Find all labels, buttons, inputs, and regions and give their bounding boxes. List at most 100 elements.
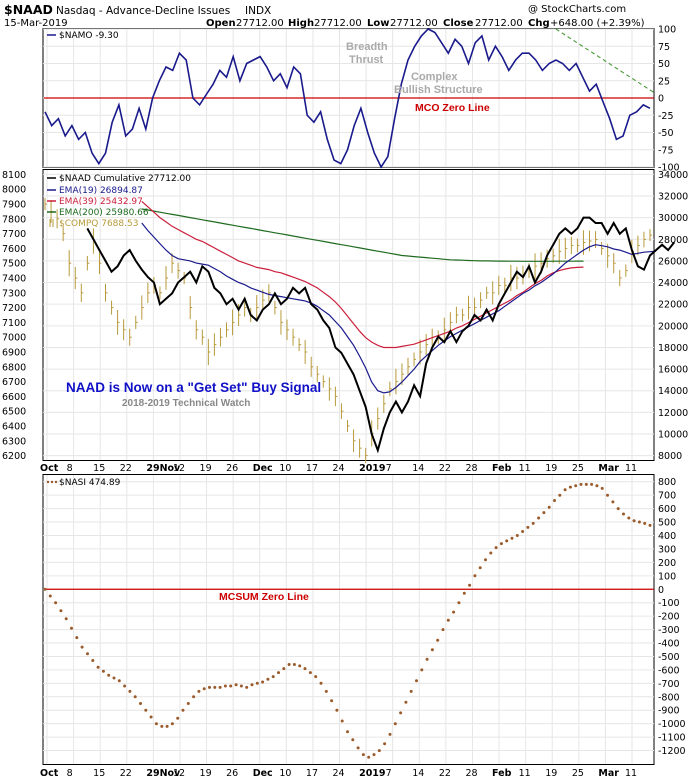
naad-right-ytick-label: 24000: [658, 278, 688, 289]
nasi-point: [616, 507, 620, 511]
nasi-ytick-label: -200: [658, 612, 680, 623]
naad-xtick-label: 19: [545, 463, 557, 474]
naad-xtick-label: 19: [200, 463, 212, 474]
naad-xtick-label: 22: [439, 463, 451, 474]
nasi-ytick-label: 600: [658, 504, 676, 515]
ema39-legend-label: EMA(39) 25432.97: [59, 197, 143, 207]
nasi-xtick-label: 2019: [359, 768, 385, 779]
naad-right-ytick-label: 28000: [658, 235, 688, 246]
nasi-legend: $NASI 474.89: [46, 478, 121, 488]
nasi-xtick-label: 11: [519, 768, 531, 779]
naad-right-ytick-label: 14000: [658, 386, 688, 397]
nasi-point: [595, 484, 599, 488]
nasi-ytick-label: 300: [658, 544, 676, 555]
naad-left-ytick-label: 7000: [2, 333, 26, 344]
nasi-point: [452, 610, 456, 614]
nasi-ytick-label: 100: [658, 571, 676, 582]
nasi-xtick-label: 28: [465, 768, 477, 779]
nasi-point: [393, 722, 397, 726]
mco-ytick-label: 75: [658, 42, 670, 53]
nasi-point: [648, 523, 652, 527]
nasi-point: [271, 675, 275, 679]
nasi-xtick-label: 10: [279, 768, 291, 779]
nasi-point: [346, 730, 349, 734]
naad-cumulative-line: [86, 216, 675, 454]
nasi-point: [80, 645, 84, 649]
nasi-point: [128, 689, 132, 693]
nasi-point: [239, 684, 243, 688]
nasi-point: [351, 738, 355, 742]
nasi-point: [457, 601, 461, 605]
naad-xtick-label: 28: [465, 463, 477, 474]
nasi-point: [553, 499, 556, 502]
nasi-point: [75, 636, 79, 640]
nasi-ytick-label: 800: [658, 477, 676, 488]
nasi-xtick-label: Oct: [40, 768, 59, 779]
naad-left-ytick-label: 6700: [2, 377, 26, 388]
nasi-xtick-label: 11: [625, 768, 637, 779]
nasi-point: [154, 722, 158, 726]
nasi-point: [526, 525, 530, 529]
naad-xtick-label: 22: [120, 463, 132, 474]
nasi-point: [330, 699, 334, 703]
naad-xtick-label: 8: [67, 463, 73, 474]
naad-xtick-label: 2019: [359, 463, 385, 474]
nasi-point: [91, 659, 95, 662]
open-value: 27712.00: [236, 18, 284, 29]
naad-left-ytick-label: 6300: [2, 436, 26, 447]
nasi-point: [64, 617, 68, 621]
nasi-point: [446, 618, 450, 622]
nasi-point: [436, 638, 440, 642]
nasi-point: [165, 724, 169, 728]
nasi-point: [245, 685, 249, 689]
nasi-point: [574, 484, 578, 488]
nasi-xtick-label: 22: [439, 768, 451, 779]
nasi-point: [176, 716, 180, 720]
nasi-ytick-label: -600: [658, 665, 680, 676]
nasi-point: [139, 702, 142, 705]
nasi-point: [160, 724, 164, 728]
breadth-thrust-line1: Breadth: [346, 41, 388, 53]
nasi-point: [324, 689, 328, 693]
nasi-point: [515, 534, 519, 537]
nasi-point: [478, 566, 482, 570]
naad-xtick-label: Oct: [40, 463, 59, 474]
nasi-point: [531, 521, 535, 525]
ema200-line: [141, 208, 584, 262]
nasi-point: [54, 601, 58, 605]
nasi-point: [494, 546, 498, 550]
naad-left-ytick-label: 7200: [2, 303, 26, 314]
nasi-point: [356, 746, 360, 750]
nasi-ytick-label: 400: [658, 531, 676, 542]
nasi-point: [181, 708, 185, 712]
nasi-point: [117, 679, 121, 683]
ema19-line: [141, 222, 657, 394]
open-label: Open: [206, 18, 236, 29]
low-label: Low: [367, 18, 389, 29]
nasi-point: [70, 626, 73, 630]
mco-ytick-label: -75: [658, 145, 674, 156]
nasi-point: [558, 493, 562, 497]
nasi-point: [383, 742, 387, 746]
nasi-xtick-label: Mar: [598, 768, 619, 779]
mco-ytick-label: -25: [658, 111, 674, 122]
naad-xtick-label: 29Nov: [146, 463, 181, 474]
naad-xtick-label: 11: [519, 463, 531, 474]
compq-legend-label: $COMPQ 7688.53: [59, 219, 138, 229]
nasi-point: [298, 664, 302, 668]
nasi-point: [637, 520, 641, 524]
grid-layer: [43, 28, 654, 764]
naad-right-ytick-label: 34000: [658, 170, 688, 181]
mco-ytick-label: 100: [658, 25, 676, 36]
nasi-point: [229, 684, 233, 688]
nasi-point: [255, 681, 259, 685]
naad-legend-label: $NAAD Cumulative 27712.00: [59, 174, 191, 184]
naad-left-ytick-label: 7700: [2, 229, 26, 240]
mco-legend: $NAMO -9.30: [47, 31, 119, 41]
nasi-ytick-label: 0: [658, 585, 664, 596]
signal-annotation: NAAD is Now on a "Get Set" Buy Signal: [66, 380, 321, 395]
nasi-point: [303, 667, 307, 671]
nasi-point: [568, 485, 572, 489]
chart-date: 15-Mar-2019: [4, 18, 68, 29]
